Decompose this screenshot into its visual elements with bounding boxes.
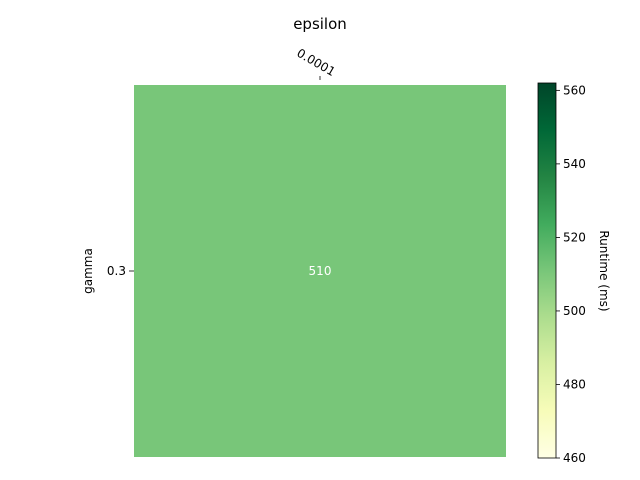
heatmap-cell: [134, 85, 506, 457]
y-axis-ticks: 0.3: [107, 264, 134, 278]
x-tick-label: 0.0001: [294, 46, 337, 79]
heatmap-cells: 510: [134, 85, 506, 457]
colorbar-tick-label: 480: [563, 377, 586, 391]
colorbar-tick-label: 540: [563, 157, 586, 171]
x-axis-ticks: 0.0001: [294, 46, 338, 80]
y-axis-label: gamma: [81, 248, 95, 294]
colorbar-tick-label: 500: [563, 304, 586, 318]
colorbar-ticks: 460 480 500 520 540 560: [556, 83, 586, 465]
colorbar-tick-label: 520: [563, 230, 586, 244]
colorbar-tick-label: 460: [563, 451, 586, 465]
y-tick-label: 0.3: [107, 264, 126, 278]
colorbar: [537, 82, 557, 459]
cell-value-label: 510: [309, 264, 332, 278]
colorbar-label: Runtime (ms): [597, 230, 611, 311]
chart-title: epsilon: [293, 15, 347, 33]
colorbar-tick-label: 560: [563, 83, 586, 97]
